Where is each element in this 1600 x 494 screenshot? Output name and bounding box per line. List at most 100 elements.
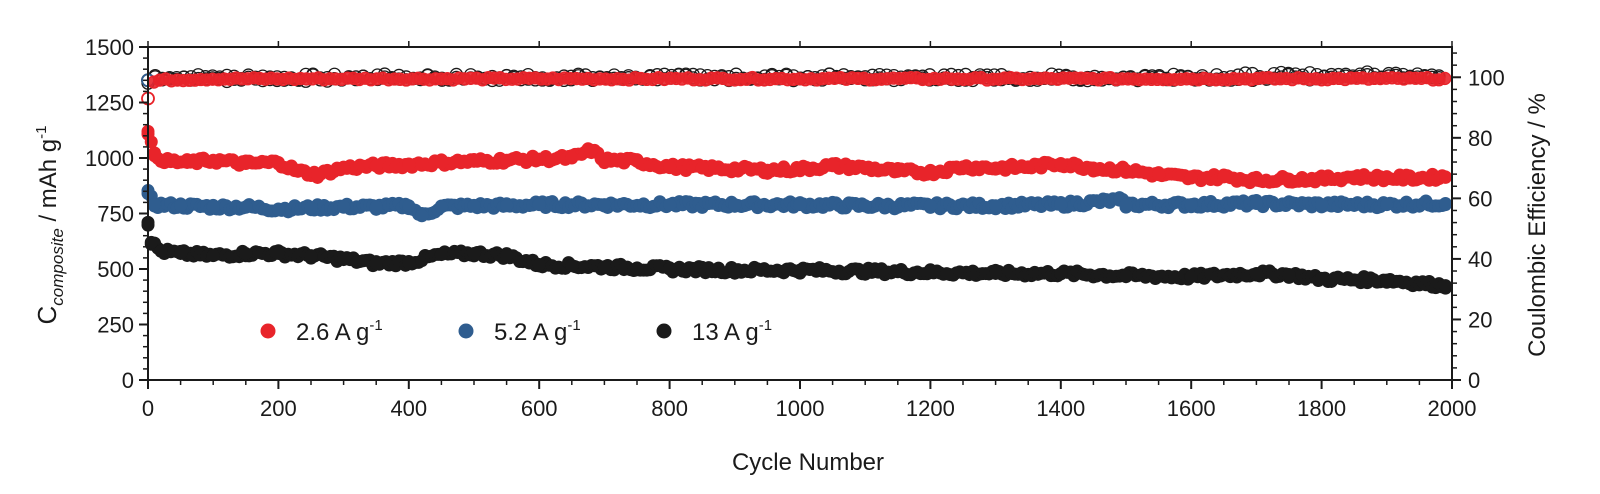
capacity-point [1282, 268, 1296, 282]
capacity-point [148, 198, 162, 212]
capacity-point [1380, 198, 1394, 212]
capacity-point [1152, 168, 1166, 182]
capacity-point [760, 163, 774, 177]
y-axis-title-subscript: composite [48, 228, 67, 305]
capacity-point [858, 161, 872, 175]
y2-axis-title: Coulombic Efficiency / % [1524, 93, 1551, 357]
capacity-point [239, 157, 253, 171]
capacity-point [858, 264, 872, 278]
capacity-point [923, 199, 937, 213]
capacity-point [500, 249, 514, 263]
capacity-point [989, 199, 1003, 213]
capacity-point [467, 154, 481, 168]
capacity-point [206, 249, 220, 263]
capacity-point [206, 200, 220, 214]
capacity-point [532, 152, 546, 166]
capacity-point [500, 199, 514, 213]
capacity-point [532, 198, 546, 212]
capacity-point [584, 143, 598, 157]
capacity-point [826, 159, 840, 173]
capacity-point [695, 161, 709, 175]
capacity-point [891, 164, 905, 178]
capacity-point [1217, 170, 1231, 184]
capacity-point [402, 255, 416, 269]
capacity-point [500, 153, 514, 167]
capacity-point [1119, 269, 1133, 283]
capacity-point [304, 201, 318, 215]
capacity-point [663, 198, 677, 212]
x-tick-label: 2000 [1428, 396, 1477, 421]
capacity-point [663, 262, 677, 276]
capacity-point [1249, 197, 1263, 211]
capacity-point [597, 153, 611, 167]
capacity-point [337, 161, 351, 175]
capacity-point [434, 248, 448, 262]
capacity-point [728, 198, 742, 212]
legend-label-13-sup: -1 [759, 317, 772, 334]
y-axis-title-main: C [32, 306, 62, 325]
capacity-point [793, 162, 807, 176]
capacity-point [1119, 163, 1133, 177]
capacity-series-1 [141, 184, 1452, 223]
capacity-point [630, 261, 644, 275]
y2-tick-label: 40 [1468, 247, 1492, 272]
capacity-point [1249, 173, 1263, 187]
y-tick-label: 1500 [85, 35, 134, 60]
capacity-point [239, 246, 253, 260]
capacity-point [1438, 279, 1452, 293]
capacity-point [1054, 266, 1068, 280]
x-tick-label: 1600 [1167, 396, 1216, 421]
capacity-point [402, 199, 416, 213]
capacity-point [154, 244, 168, 258]
legend-label-2-6: 2.6 A g [296, 319, 369, 346]
capacity-point [402, 158, 416, 172]
capacity-point [1438, 170, 1452, 184]
capacity-point [434, 155, 448, 169]
data-layer [141, 65, 1452, 295]
x-tick-label: 1200 [906, 396, 955, 421]
x-tick-label: 400 [390, 396, 427, 421]
y2-tick-label: 0 [1468, 368, 1480, 393]
y-axis-title-unit-sup: -1 [33, 126, 50, 139]
x-tick-label: 1800 [1297, 396, 1346, 421]
legend-marker-2-6 [260, 323, 276, 339]
capacity-point [1119, 198, 1133, 212]
capacity-point [565, 151, 579, 165]
y2-tick-label: 20 [1468, 307, 1492, 332]
capacity-point [663, 160, 677, 174]
capacity-point [1184, 198, 1198, 212]
capacity-point [369, 159, 383, 173]
capacity-point [597, 198, 611, 212]
axes: 0 200 400 600 800 1000 1200 1400 1600 1800 2000025… [85, 35, 1505, 421]
svg-text:13 A g-1: 13 A g-1 [692, 317, 772, 346]
capacity-point [206, 153, 220, 167]
capacity-point [630, 154, 644, 168]
capacity-point [291, 164, 305, 178]
capacity-point [1315, 172, 1329, 186]
capacity-point [337, 252, 351, 266]
capacity-point [1315, 198, 1329, 212]
capacity-point [180, 155, 194, 169]
efficiency-point [1438, 71, 1452, 86]
capacity-point [1282, 172, 1296, 186]
capacity-point [369, 256, 383, 270]
capacity-point [337, 200, 351, 214]
capacity-point [1054, 157, 1068, 171]
capacity-point [467, 246, 481, 260]
capacity-point [858, 199, 872, 213]
capacity-point [415, 209, 429, 223]
capacity-point [1380, 273, 1394, 287]
capacity-point [1086, 161, 1100, 175]
capacity-point [1249, 266, 1263, 280]
capacity-series-0 [141, 124, 1452, 190]
capacity-series-2 [141, 215, 1452, 295]
capacity-point [304, 249, 318, 263]
capacity-point [1438, 197, 1452, 211]
capacity-point [148, 149, 162, 163]
efficiency-series-0 [141, 70, 1452, 106]
x-tick-label: 800 [651, 396, 688, 421]
capacity-point [434, 200, 448, 214]
y-tick-label: 750 [97, 202, 134, 227]
y-tick-label: 1000 [85, 146, 134, 171]
